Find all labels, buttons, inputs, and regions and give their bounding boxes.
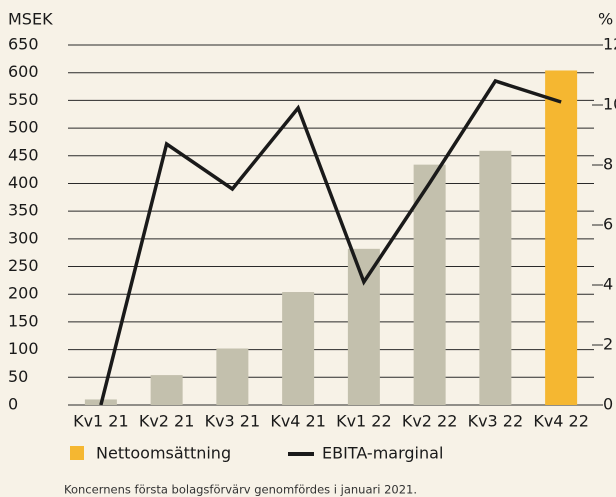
y-axis-label: MSEK bbox=[8, 10, 53, 29]
y2-tick-label: 12 bbox=[603, 35, 616, 54]
bar bbox=[479, 150, 512, 405]
y-tick-label: 450 bbox=[8, 145, 39, 164]
legend-label: Nettoomsättning bbox=[96, 444, 231, 463]
y-tick-label: 200 bbox=[8, 284, 39, 303]
footnote: Koncernens första bolagsförvärv genomför… bbox=[64, 483, 417, 497]
bar bbox=[413, 164, 446, 405]
y-tick-label: 350 bbox=[8, 201, 39, 220]
x-tick-label: Kv1 22 bbox=[336, 412, 392, 431]
bar bbox=[545, 70, 578, 405]
bar bbox=[216, 348, 249, 405]
y2-tick-label: 4 bbox=[603, 275, 613, 294]
legend-label: EBITA-marginal bbox=[322, 444, 443, 463]
y-tick-label: 400 bbox=[8, 173, 39, 192]
y-tick-label: 250 bbox=[8, 256, 39, 275]
y-tick-label: 0 bbox=[8, 395, 18, 414]
y2-tick-label: 8 bbox=[603, 155, 613, 174]
x-tick-label: Kv3 21 bbox=[205, 412, 261, 431]
y-tick-label: 300 bbox=[8, 228, 39, 247]
y2-tick-label: 0 bbox=[603, 395, 613, 414]
y-tick-label: 150 bbox=[8, 311, 39, 330]
y2-axis-label: % bbox=[598, 10, 613, 29]
bar bbox=[347, 248, 380, 405]
x-tick-label: Kv3 22 bbox=[468, 412, 524, 431]
y-tick-label: 500 bbox=[8, 118, 39, 137]
x-tick-label: Kv2 22 bbox=[402, 412, 458, 431]
x-tick-label: Kv4 21 bbox=[270, 412, 326, 431]
x-tick-label: Kv2 21 bbox=[139, 412, 195, 431]
legend-swatch bbox=[70, 446, 84, 460]
y2-tick-label: 2 bbox=[603, 335, 613, 354]
y-tick-label: 50 bbox=[8, 367, 28, 386]
bar bbox=[150, 375, 183, 405]
y2-tick-label: 6 bbox=[603, 215, 613, 234]
bar bbox=[282, 292, 315, 405]
y-tick-label: 100 bbox=[8, 339, 39, 358]
line bbox=[99, 78, 562, 406]
y-tick-label: 650 bbox=[8, 35, 39, 54]
x-tick-label: Kv1 21 bbox=[73, 412, 129, 431]
y-tick-label: 550 bbox=[8, 90, 39, 109]
y2-tick-label: 10 bbox=[603, 95, 616, 114]
x-tick-label: Kv4 22 bbox=[533, 412, 589, 431]
y-tick-label: 600 bbox=[8, 62, 39, 81]
